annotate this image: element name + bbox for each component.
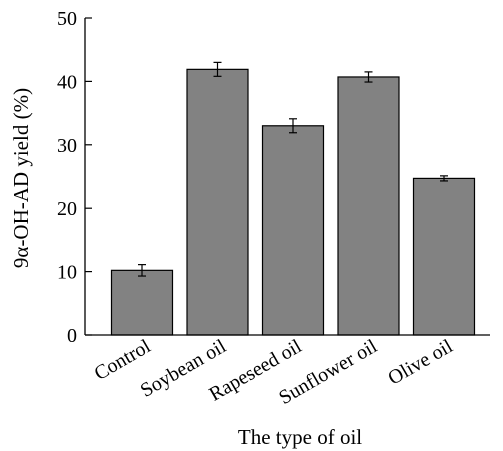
- y-ticks-group: 0 10 20 30 40 50: [57, 8, 92, 347]
- error-bars-group: [138, 61, 448, 277]
- bar-sunflower-oil: [337, 76, 400, 336]
- y-tick-label: 0: [67, 325, 77, 347]
- y-axis-title: 9α-OH-AD yield (%): [9, 88, 33, 268]
- bar-olive-oil: [412, 177, 476, 336]
- bar-soybean-oil: [186, 68, 249, 336]
- bar-rapeseed-oil: [261, 125, 325, 336]
- bars-group: [110, 68, 476, 336]
- bar-control: [110, 269, 174, 336]
- x-axis-title: The type of oil: [238, 425, 362, 449]
- x-category-label: Olive oil: [384, 335, 456, 390]
- y-tick-label: 40: [57, 71, 77, 93]
- y-tick-label: 50: [57, 8, 77, 30]
- y-tick-label: 10: [57, 262, 77, 284]
- y-tick-label: 20: [57, 198, 77, 220]
- y-tick-label: 30: [57, 135, 77, 157]
